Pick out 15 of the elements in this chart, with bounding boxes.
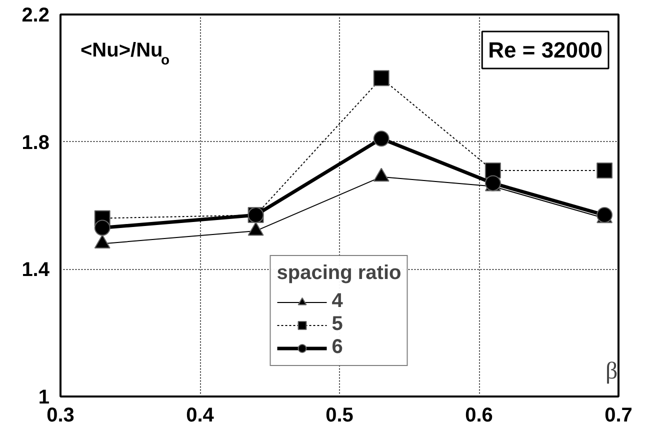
y-tick-label: 2.2 bbox=[22, 4, 50, 26]
x-tick-label: 0.5 bbox=[326, 404, 354, 426]
legend-label: 4 bbox=[332, 290, 344, 313]
y-tick-label: 1.4 bbox=[22, 259, 50, 282]
annotation: Re = 32000 bbox=[488, 38, 603, 62]
x-tick-label: 0.6 bbox=[465, 404, 493, 426]
x-axis-title: β bbox=[606, 358, 618, 384]
legend-label: 6 bbox=[332, 336, 344, 359]
y-tick-label: 1 bbox=[38, 386, 50, 408]
y-tick-label: 1.8 bbox=[22, 132, 50, 154]
x-tick-label: 0.3 bbox=[46, 404, 74, 426]
legend-title: spacing ratio bbox=[276, 262, 402, 285]
legend-label: 5 bbox=[332, 313, 344, 336]
x-tick-label: 0.7 bbox=[604, 404, 632, 426]
x-tick-label: 0.4 bbox=[186, 404, 215, 426]
